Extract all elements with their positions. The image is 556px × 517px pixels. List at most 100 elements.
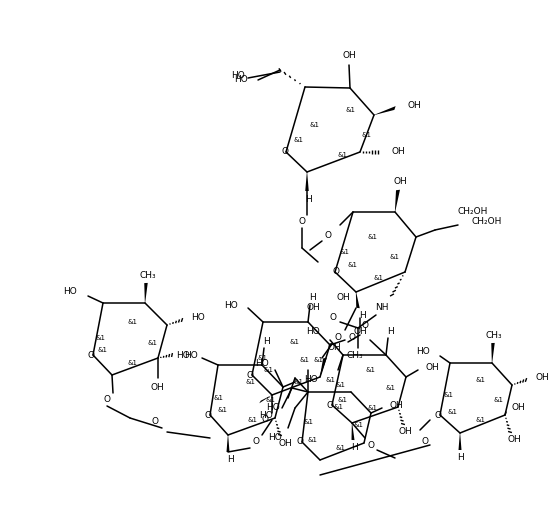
Text: O: O: [246, 371, 254, 379]
Text: O: O: [299, 218, 305, 226]
Text: CH₂OH: CH₂OH: [458, 207, 488, 217]
Text: O: O: [332, 267, 340, 277]
Text: NH: NH: [375, 303, 389, 312]
Text: O: O: [326, 401, 334, 409]
Text: HO: HO: [304, 375, 317, 385]
Text: O: O: [205, 410, 211, 419]
Text: H: H: [456, 453, 463, 463]
Polygon shape: [351, 423, 355, 440]
Text: &1: &1: [340, 249, 350, 255]
Text: HO: HO: [191, 313, 205, 323]
Text: HO: HO: [63, 287, 77, 297]
Text: OH: OH: [150, 383, 164, 391]
Text: H: H: [305, 195, 311, 205]
Text: &1: &1: [128, 360, 138, 366]
Text: &1: &1: [290, 339, 300, 345]
Text: &1: &1: [337, 152, 347, 158]
Text: O: O: [325, 231, 331, 239]
Text: &1: &1: [347, 262, 357, 268]
Text: OH: OH: [535, 373, 549, 383]
Text: O: O: [368, 440, 375, 449]
Text: OH: OH: [392, 147, 406, 157]
Text: O: O: [87, 351, 95, 359]
Text: H: H: [227, 455, 234, 464]
Polygon shape: [356, 292, 360, 308]
Text: &1: &1: [313, 357, 323, 363]
Text: O: O: [261, 416, 269, 424]
Text: O: O: [349, 332, 355, 342]
Text: OH: OH: [393, 176, 407, 186]
Text: &1: &1: [147, 340, 157, 346]
Text: OH: OH: [306, 303, 320, 312]
Text: OH: OH: [408, 100, 422, 110]
Text: &1: &1: [390, 254, 400, 260]
Text: HO: HO: [231, 70, 245, 80]
Text: O: O: [296, 437, 304, 447]
Text: &1: &1: [337, 397, 347, 403]
Polygon shape: [144, 283, 148, 303]
Text: &1: &1: [335, 382, 345, 388]
Text: CH₃: CH₃: [486, 331, 502, 341]
Text: OH: OH: [342, 52, 356, 60]
Text: &1: &1: [257, 355, 267, 361]
Text: HO: HO: [266, 403, 280, 412]
Text: &1: &1: [263, 367, 273, 373]
Text: OH: OH: [390, 402, 404, 410]
Text: &1: &1: [213, 395, 223, 401]
Text: CH₃: CH₃: [140, 271, 156, 281]
Text: &1: &1: [493, 397, 503, 403]
Text: &1: &1: [300, 357, 310, 363]
Text: &1: &1: [365, 367, 375, 373]
Polygon shape: [374, 106, 396, 115]
Text: &1: &1: [248, 417, 258, 423]
Text: OH: OH: [328, 343, 342, 353]
Text: &1: &1: [373, 275, 383, 281]
Text: HO: HO: [255, 358, 269, 368]
Polygon shape: [259, 395, 272, 403]
Text: &1: &1: [245, 379, 255, 385]
Text: O: O: [151, 418, 158, 427]
Text: CH₂OH: CH₂OH: [472, 218, 503, 226]
Text: &1: &1: [335, 445, 345, 451]
Text: &1: &1: [310, 122, 320, 128]
Text: H: H: [264, 337, 270, 345]
Text: &1: &1: [362, 132, 372, 138]
Text: &1: &1: [98, 347, 108, 353]
Text: &1: &1: [475, 417, 485, 423]
Text: &1: &1: [385, 385, 395, 391]
Polygon shape: [226, 435, 230, 452]
Text: OH: OH: [278, 438, 292, 448]
Text: O: O: [330, 312, 336, 322]
Text: &1: &1: [367, 405, 377, 411]
Text: HO: HO: [184, 351, 198, 359]
Text: OH: OH: [336, 294, 350, 302]
Polygon shape: [492, 343, 495, 363]
Text: &1: &1: [345, 107, 355, 113]
Text: HO: HO: [416, 347, 430, 357]
Text: H: H: [386, 327, 394, 336]
Text: &1: &1: [443, 392, 453, 398]
Text: H: H: [351, 444, 359, 452]
Text: H: H: [359, 312, 365, 321]
Text: O: O: [434, 410, 441, 419]
Text: HO: HO: [234, 75, 248, 84]
Text: &1: &1: [325, 377, 335, 383]
Text: O: O: [361, 321, 369, 329]
Text: O: O: [421, 437, 429, 447]
Text: &1: &1: [294, 137, 304, 143]
Text: &1: &1: [333, 404, 343, 410]
Text: HO: HO: [268, 433, 282, 443]
Text: HO: HO: [306, 327, 320, 337]
Text: &1: &1: [353, 422, 363, 428]
Text: OH: OH: [353, 327, 367, 337]
Text: OH: OH: [507, 435, 521, 445]
Text: &1: &1: [127, 319, 137, 325]
Polygon shape: [305, 172, 309, 191]
Text: HO: HO: [176, 351, 190, 359]
Text: OH: OH: [426, 362, 440, 372]
Text: &1: &1: [475, 377, 485, 383]
Text: O: O: [103, 396, 111, 404]
Text: HO: HO: [224, 300, 238, 310]
Text: O: O: [335, 333, 341, 342]
Text: &1: &1: [217, 407, 227, 413]
